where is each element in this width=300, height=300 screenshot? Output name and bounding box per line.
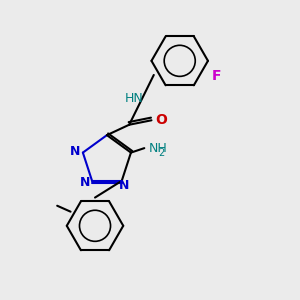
Text: F: F xyxy=(212,69,221,83)
Text: O: O xyxy=(155,113,167,127)
Text: NH: NH xyxy=(149,142,167,154)
Text: N: N xyxy=(119,179,129,192)
Text: N: N xyxy=(70,145,81,158)
Text: 2: 2 xyxy=(158,148,164,158)
Text: N: N xyxy=(80,176,90,189)
Text: HN: HN xyxy=(125,92,143,105)
